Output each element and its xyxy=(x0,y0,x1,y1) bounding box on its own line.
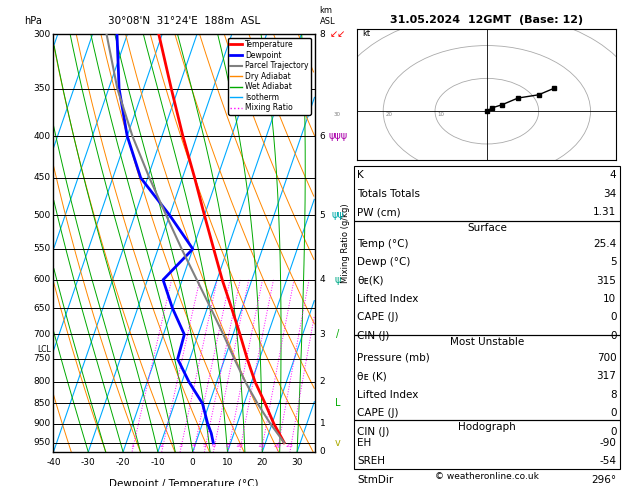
Text: 5: 5 xyxy=(203,443,206,448)
Text: 900: 900 xyxy=(33,419,51,428)
Text: CIN (J): CIN (J) xyxy=(357,331,389,341)
Text: ψ: ψ xyxy=(335,275,341,285)
Text: K: K xyxy=(357,170,364,180)
Text: Lifted Index: Lifted Index xyxy=(357,390,419,400)
Text: 0: 0 xyxy=(610,312,616,323)
Text: 30: 30 xyxy=(334,112,341,117)
Text: -54: -54 xyxy=(599,456,616,467)
Text: 1: 1 xyxy=(320,419,325,428)
Text: 5: 5 xyxy=(320,210,325,220)
Text: 550: 550 xyxy=(33,244,51,254)
Text: 10: 10 xyxy=(236,443,243,448)
Text: 700: 700 xyxy=(33,330,51,339)
Text: Lifted Index: Lifted Index xyxy=(357,294,419,304)
Text: -10: -10 xyxy=(150,458,165,467)
Text: 34: 34 xyxy=(603,189,616,199)
Text: Surface: Surface xyxy=(467,223,507,233)
Text: 400: 400 xyxy=(34,132,51,140)
Text: θᴇ (K): θᴇ (K) xyxy=(357,371,387,382)
Text: 0: 0 xyxy=(190,458,196,467)
Text: θᴇ(K): θᴇ(K) xyxy=(357,276,384,286)
Text: 6: 6 xyxy=(320,132,325,140)
Text: 20: 20 xyxy=(274,443,281,448)
Text: 850: 850 xyxy=(33,399,51,408)
Text: 25.4: 25.4 xyxy=(593,239,616,249)
Text: 450: 450 xyxy=(34,174,51,182)
Text: 5: 5 xyxy=(610,257,616,267)
Text: Hodograph: Hodograph xyxy=(458,422,516,432)
Text: hPa: hPa xyxy=(24,16,42,26)
Text: EH: EH xyxy=(357,438,372,448)
Text: 10: 10 xyxy=(438,112,445,117)
Text: 6: 6 xyxy=(211,443,215,448)
Text: 15: 15 xyxy=(257,443,265,448)
Text: -40: -40 xyxy=(46,458,61,467)
Text: -90: -90 xyxy=(599,438,616,448)
Text: 650: 650 xyxy=(33,304,51,312)
Text: 600: 600 xyxy=(33,275,51,284)
Text: 0: 0 xyxy=(610,331,616,341)
Text: L: L xyxy=(335,399,340,408)
Text: 1.31: 1.31 xyxy=(593,207,616,217)
Text: Most Unstable: Most Unstable xyxy=(450,337,524,347)
Text: 10: 10 xyxy=(222,458,233,467)
Text: ↙↙: ↙↙ xyxy=(330,29,346,39)
Text: 500: 500 xyxy=(33,210,51,220)
Text: 4: 4 xyxy=(610,170,616,180)
Text: kt: kt xyxy=(362,29,370,38)
Text: © weatheronline.co.uk: © weatheronline.co.uk xyxy=(435,472,539,481)
Text: 700: 700 xyxy=(597,353,616,363)
Text: CAPE (J): CAPE (J) xyxy=(357,408,399,418)
Text: -30: -30 xyxy=(81,458,96,467)
Text: 25: 25 xyxy=(286,443,294,448)
Text: 20: 20 xyxy=(386,112,392,117)
Text: CAPE (J): CAPE (J) xyxy=(357,312,399,323)
Text: 300: 300 xyxy=(33,30,51,38)
Text: Mixing Ratio (g/kg): Mixing Ratio (g/kg) xyxy=(342,203,350,283)
Text: Dewpoint / Temperature (°C): Dewpoint / Temperature (°C) xyxy=(109,479,259,486)
Text: km
ASL: km ASL xyxy=(320,6,335,26)
Text: 4: 4 xyxy=(192,443,196,448)
Text: ψψ: ψψ xyxy=(331,210,344,220)
Text: 750: 750 xyxy=(33,354,51,364)
Text: Dewp (°C): Dewp (°C) xyxy=(357,257,411,267)
Text: 950: 950 xyxy=(33,438,51,447)
Text: 317: 317 xyxy=(596,371,616,382)
Text: StmDir: StmDir xyxy=(357,475,394,485)
Text: 10: 10 xyxy=(603,294,616,304)
Legend: Temperature, Dewpoint, Parcel Trajectory, Dry Adiabat, Wet Adiabat, Isotherm, Mi: Temperature, Dewpoint, Parcel Trajectory… xyxy=(228,38,311,115)
Text: 800: 800 xyxy=(33,377,51,386)
Text: CIN (J): CIN (J) xyxy=(357,427,389,437)
Text: 315: 315 xyxy=(596,276,616,286)
Text: 2: 2 xyxy=(320,377,325,386)
Text: 4: 4 xyxy=(320,275,325,284)
Text: 31.05.2024  12GMT  (Base: 12): 31.05.2024 12GMT (Base: 12) xyxy=(390,15,584,25)
Text: LCL: LCL xyxy=(37,345,51,354)
Text: ψψψ: ψψψ xyxy=(328,131,347,141)
Text: 20: 20 xyxy=(257,458,268,467)
Text: PW (cm): PW (cm) xyxy=(357,207,401,217)
Text: 0: 0 xyxy=(610,408,616,418)
Text: 0: 0 xyxy=(320,448,325,456)
Text: v: v xyxy=(335,438,341,448)
Text: 8: 8 xyxy=(226,443,230,448)
Text: Pressure (mb): Pressure (mb) xyxy=(357,353,430,363)
Text: Totals Totals: Totals Totals xyxy=(357,189,420,199)
Text: 30°08'N  31°24'E  188m  ASL: 30°08'N 31°24'E 188m ASL xyxy=(108,16,260,26)
Text: Temp (°C): Temp (°C) xyxy=(357,239,409,249)
Text: 3: 3 xyxy=(178,443,182,448)
Text: 296°: 296° xyxy=(591,475,616,485)
Text: 8: 8 xyxy=(320,30,325,38)
Text: 3: 3 xyxy=(320,330,325,339)
Text: SREH: SREH xyxy=(357,456,386,467)
Text: /: / xyxy=(336,330,340,340)
Text: 2: 2 xyxy=(160,443,164,448)
Text: 0: 0 xyxy=(610,427,616,437)
Text: 1: 1 xyxy=(130,443,134,448)
Text: 30: 30 xyxy=(291,458,303,467)
Text: 8: 8 xyxy=(610,390,616,400)
Text: 350: 350 xyxy=(33,84,51,93)
Text: -20: -20 xyxy=(116,458,130,467)
